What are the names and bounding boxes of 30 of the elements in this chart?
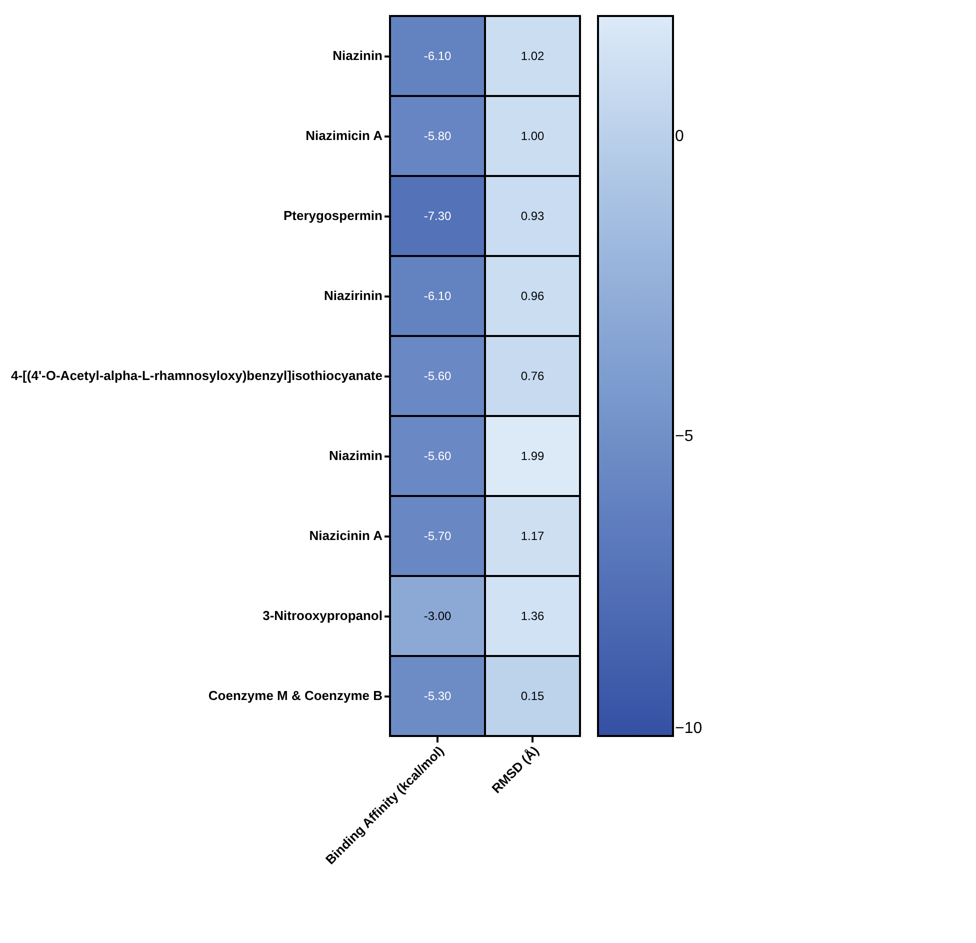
data-label: 0.96	[520, 289, 544, 303]
color-bar-label: −5	[675, 428, 694, 445]
y-tick-label: Niazicinin A	[309, 528, 384, 543]
data-label: -5.70	[424, 529, 452, 543]
y-tick-label: Coenzyme M & Coenzyme B	[208, 688, 382, 703]
data-label: -5.60	[424, 449, 452, 463]
y-tick-label: 3-Nitrooxypropanol	[262, 608, 382, 623]
data-label: 1.02	[520, 49, 544, 63]
data-label: 0.93	[520, 209, 544, 223]
data-label: 1.36	[520, 609, 544, 623]
y-tick-label: Niazirinin	[324, 288, 383, 303]
y-tick-label: Pterygospermin	[284, 208, 383, 223]
y-tick-label: Niazimicin A	[306, 128, 384, 143]
data-label: 1.00	[520, 129, 544, 143]
y-tick-label: Niazimin	[329, 448, 383, 463]
data-label: -5.60	[424, 369, 452, 383]
data-label: 1.99	[520, 449, 544, 463]
y-tick-label: 4-[(4'-O-Acetyl-alpha-L-rhamnosyloxy)benzyl]isothiocyanate	[11, 368, 382, 383]
y-tick-label: Niazinin	[332, 48, 383, 63]
data-label: 0.76	[520, 369, 544, 383]
data-label: -5.30	[424, 689, 452, 703]
color-bar-label: 0	[675, 128, 684, 145]
data-label: 1.17	[520, 529, 544, 543]
data-label: -6.10	[424, 289, 452, 303]
color-bar-label: −10	[675, 720, 702, 737]
data-label: -3.00	[424, 609, 452, 623]
data-label: -5.80	[424, 129, 452, 143]
data-label: -7.30	[424, 209, 452, 223]
data-label: -6.10	[424, 49, 452, 63]
data-label: 0.15	[520, 689, 544, 703]
